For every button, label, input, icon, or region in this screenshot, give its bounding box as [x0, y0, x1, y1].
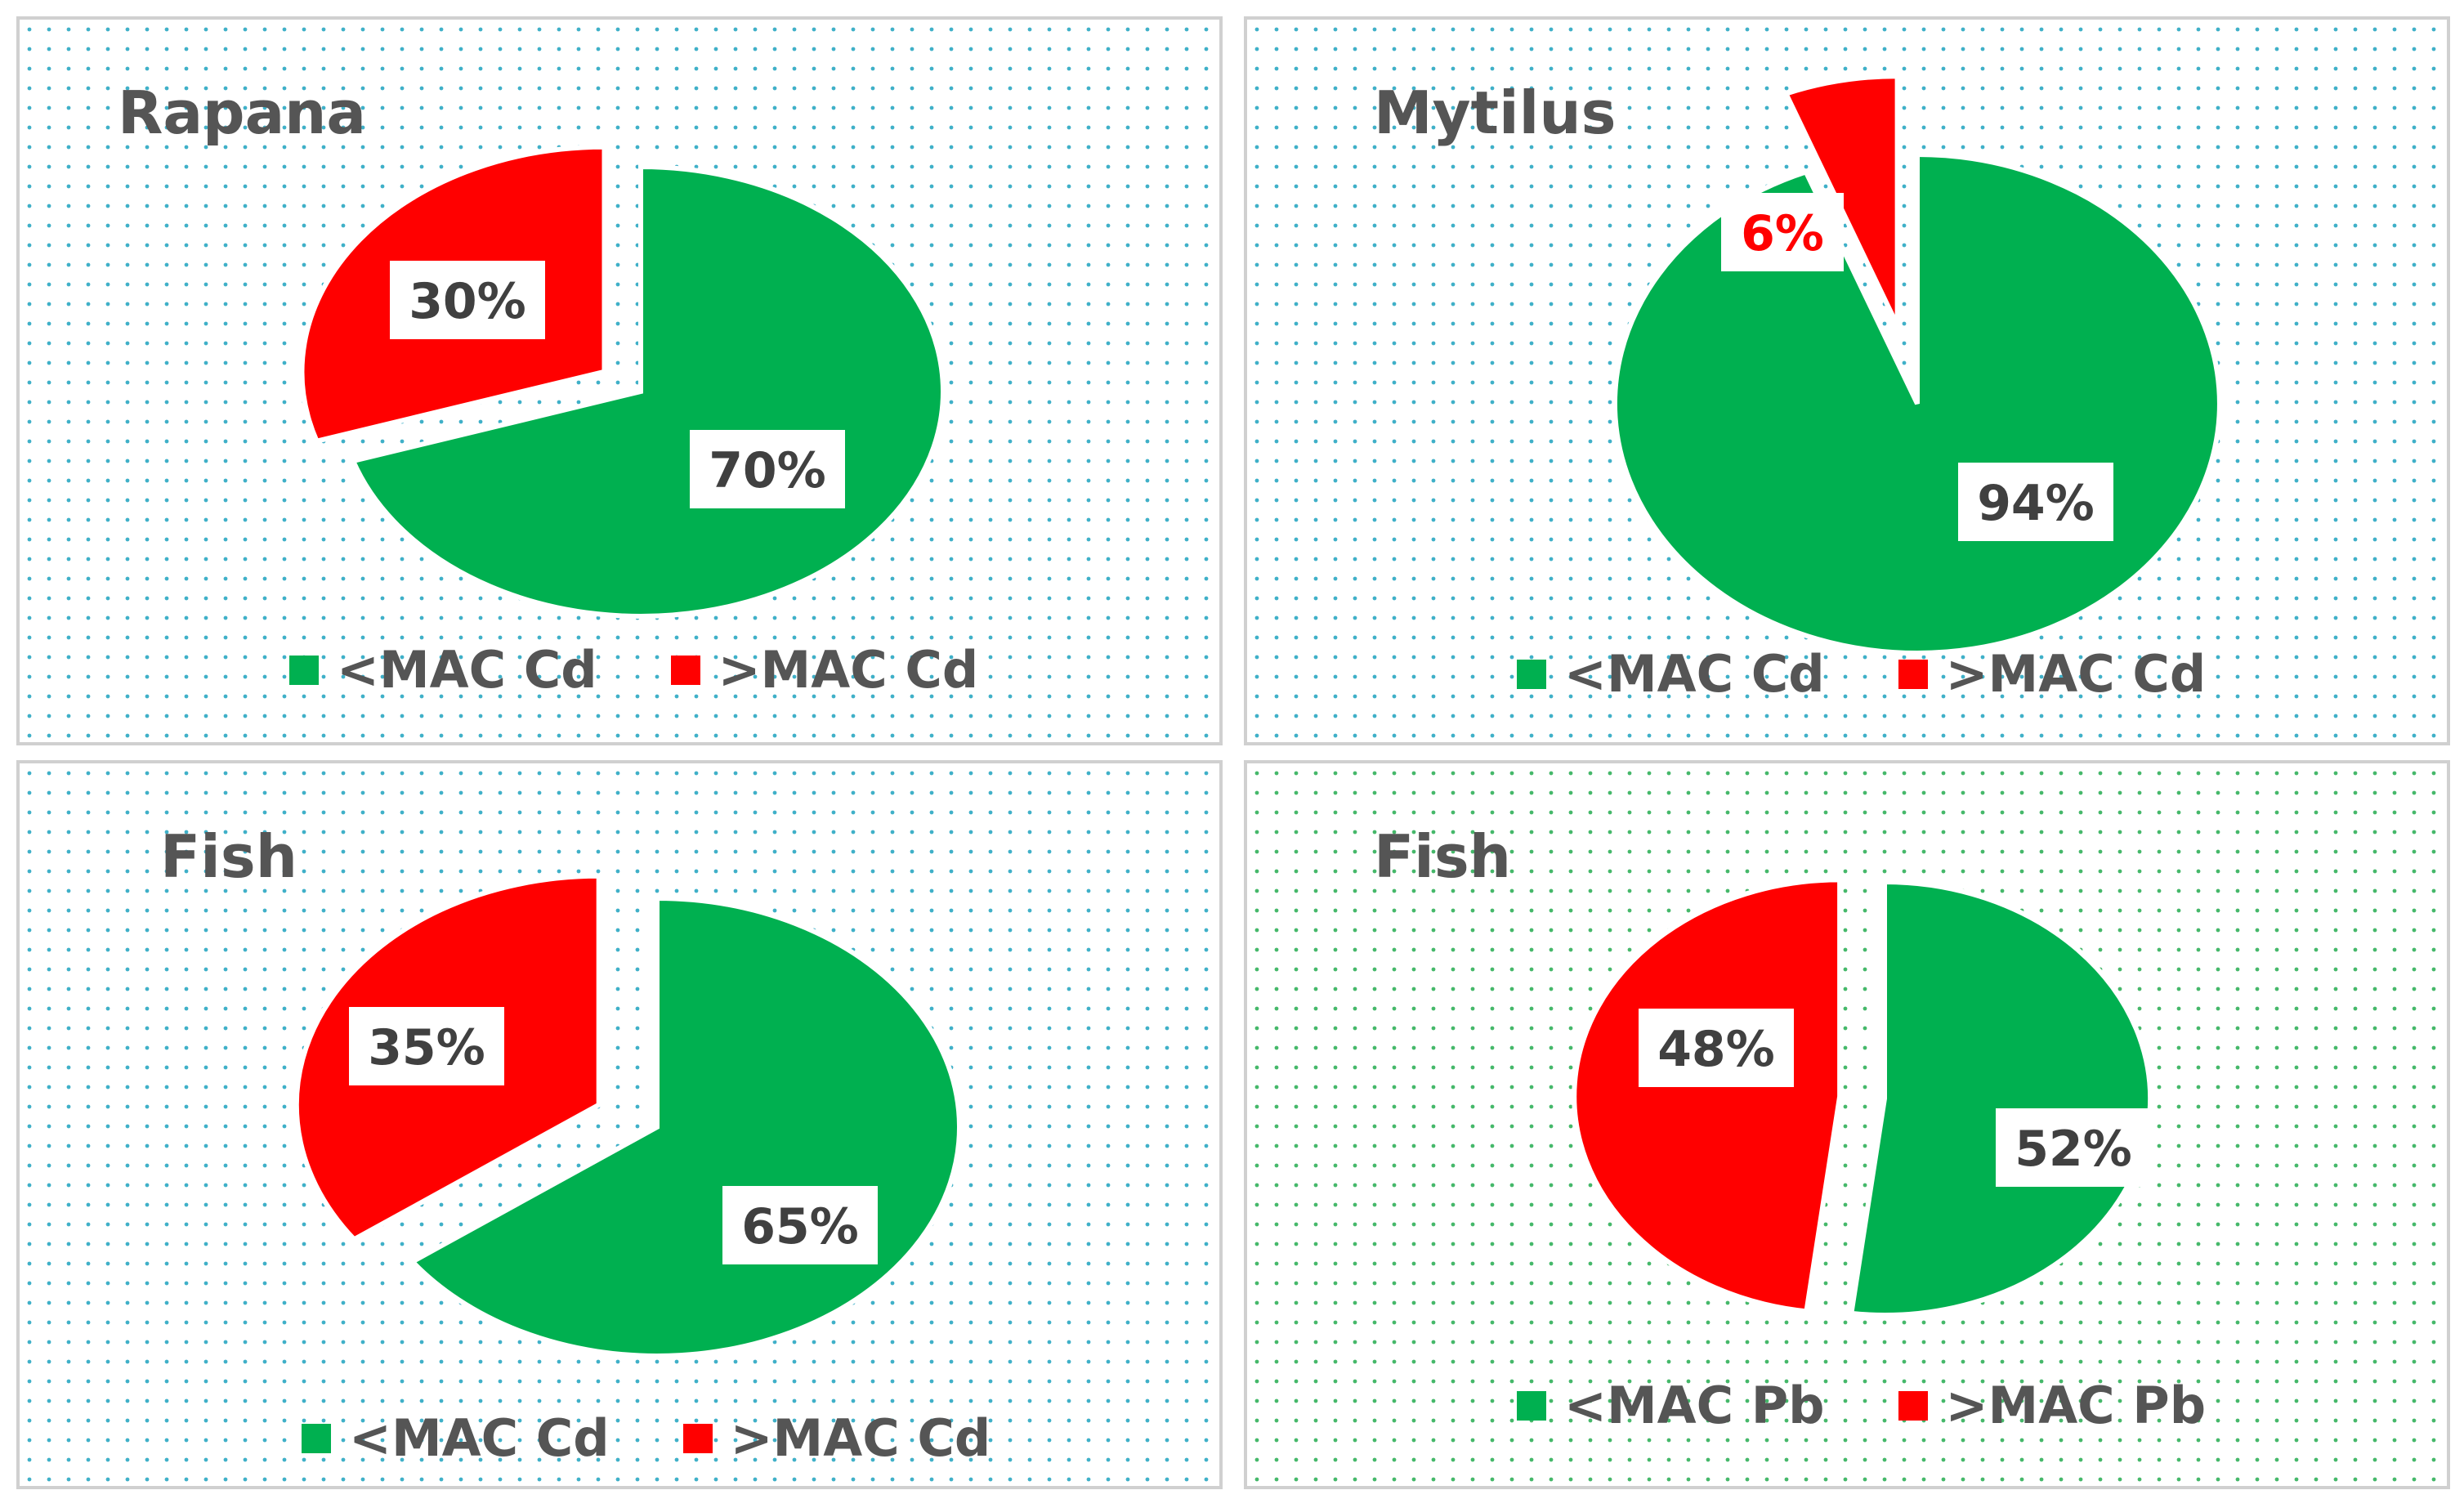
data-label-text: 65% — [741, 1198, 859, 1255]
data-label: 35% — [349, 1007, 504, 1085]
pie-chart-rapana: 70% 30% — [299, 144, 946, 619]
legend-item-above: >MAC Cd — [1898, 644, 2207, 704]
legend-item-below: <MAC Cd — [289, 645, 597, 696]
legend-label: >MAC Cd — [1945, 644, 2207, 704]
data-label: 48% — [1639, 1009, 1794, 1087]
data-label-text: 35% — [368, 1019, 485, 1076]
chart-title: Rapana — [118, 78, 366, 147]
legend-item-below: <MAC Pb — [1517, 1380, 1825, 1431]
legend-item-above: >MAC Cd — [682, 1408, 991, 1468]
data-label-text: 48% — [1657, 1021, 1775, 1078]
legend-swatch-red — [1898, 660, 1928, 689]
legend-swatch-green — [1517, 660, 1546, 689]
legend: <MAC Cd >MAC Cd — [302, 1413, 991, 1464]
legend-label: <MAC Cd — [1564, 644, 1825, 704]
legend: <MAC Cd >MAC Cd — [1517, 649, 2206, 700]
legend-label: <MAC Cd — [337, 640, 597, 700]
data-label-box — [690, 430, 845, 508]
legend-swatch-green — [1517, 1391, 1546, 1421]
pie-chart-fish-pb: 52% 48% — [1572, 877, 2153, 1318]
chart-title: Mytilus — [1374, 78, 1617, 147]
data-label: 94% — [1958, 463, 2113, 541]
legend-label: >MAC Pb — [1945, 1376, 2207, 1435]
legend: <MAC Pb >MAC Pb — [1517, 1380, 2206, 1431]
data-label-text: 30% — [409, 273, 526, 330]
data-label: 70% — [690, 430, 845, 508]
data-label: 30% — [390, 261, 545, 339]
dotted-background — [20, 20, 1219, 742]
data-label: 6% — [1721, 193, 1844, 271]
chart-title: Fish — [160, 822, 297, 891]
data-label-box — [1721, 193, 1844, 271]
legend: <MAC Cd >MAC Cd — [289, 645, 978, 696]
pie-chart-fish-cd: 65% 35% — [293, 873, 962, 1358]
data-label-text: 70% — [709, 442, 826, 499]
chart-panel-mytilus: 94% 6% Mytilus <MAC Cd >MAC Cd — [1244, 16, 2450, 745]
legend-label: <MAC Pb — [1564, 1376, 1825, 1435]
pie-slice-above-mac — [1572, 877, 1843, 1314]
legend-swatch-red — [1898, 1391, 1928, 1421]
legend-swatch-green — [302, 1424, 331, 1453]
data-label-box — [1958, 463, 2113, 541]
legend-swatch-green — [289, 656, 319, 685]
legend-swatch-red — [682, 1424, 713, 1453]
pie-chart-mytilus: 94% 6% — [1612, 74, 2222, 656]
data-label-box — [1996, 1108, 2151, 1187]
data-label-box — [349, 1007, 504, 1085]
data-label: 52% — [1996, 1108, 2151, 1187]
chart-panel-rapana: 70% 30% Rapana <MAC Cd >MAC Cd — [16, 16, 1223, 745]
data-label-text: 94% — [1977, 475, 2095, 532]
chart-panel-fish-pb: 52% 48% Fish <MAC Pb >MAC Pb — [1244, 760, 2450, 1489]
legend-label: >MAC Cd — [718, 640, 979, 700]
legend-item-above: >MAC Cd — [670, 640, 979, 700]
legend-label: >MAC Cd — [730, 1408, 991, 1468]
pie-slice-below-mac — [1848, 879, 2153, 1318]
data-label-box — [390, 261, 545, 339]
legend-item-below: <MAC Cd — [302, 1413, 610, 1464]
data-label: 65% — [722, 1186, 878, 1264]
legend-swatch-red — [670, 656, 700, 685]
legend-item-above: >MAC Pb — [1898, 1376, 2207, 1435]
pie-slice-below-mac — [1612, 151, 2222, 656]
data-label-box — [1639, 1009, 1794, 1087]
chart-panel-fish-cd: 65% 35% Fish <MAC Cd >MAC Cd — [16, 760, 1223, 1489]
dotted-background — [20, 763, 1219, 1486]
data-label-text: 6% — [1741, 205, 1824, 262]
data-label-text: 52% — [2015, 1121, 2132, 1178]
chart-title: Fish — [1374, 822, 1511, 891]
legend-label: <MAC Cd — [349, 1408, 610, 1468]
legend-item-below: <MAC Cd — [1517, 649, 1825, 700]
dotted-background — [1247, 763, 2447, 1486]
data-label-box — [722, 1186, 878, 1264]
